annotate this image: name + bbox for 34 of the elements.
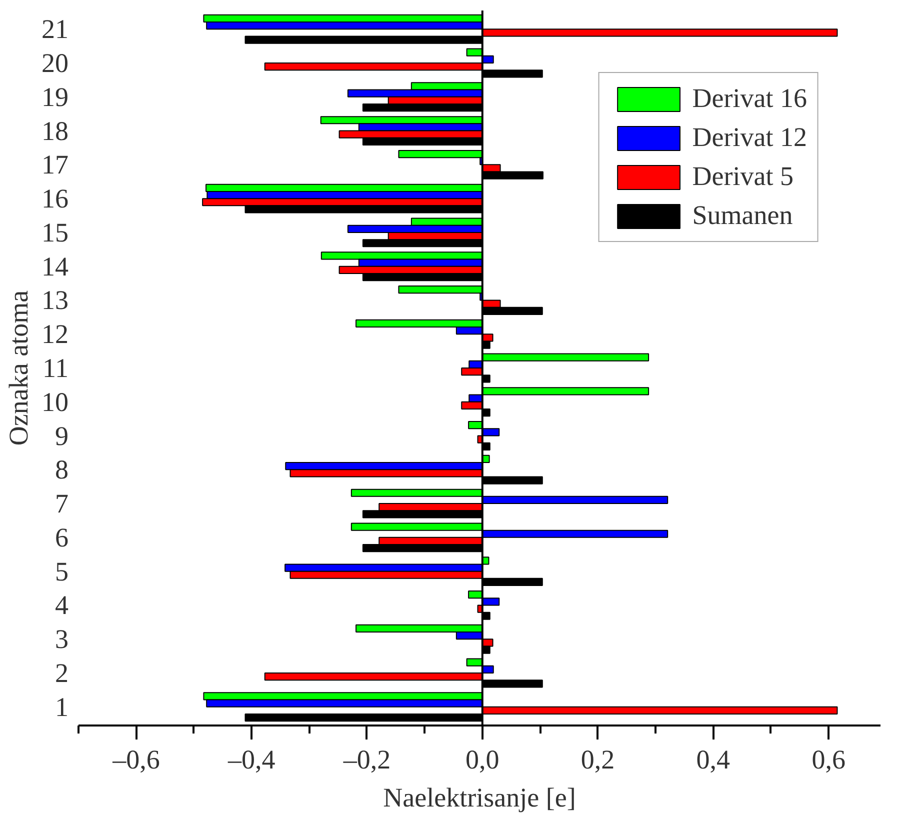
y-tick-label: 9 xyxy=(55,420,68,451)
y-axis-title: Oznaka atoma xyxy=(4,290,34,446)
y-tick-label: 11 xyxy=(42,353,68,383)
y-tick-label: 18 xyxy=(42,116,68,146)
legend-label: Derivat 12 xyxy=(692,122,807,153)
y-tick-label: 15 xyxy=(42,217,68,248)
y-tick-label: 7 xyxy=(55,488,68,519)
y-tick-label: 14 xyxy=(42,251,69,282)
y-tick-label: 6 xyxy=(55,522,68,552)
x-tick-label: 0,2 xyxy=(580,744,615,774)
x-tick-label: 0,6 xyxy=(812,744,846,774)
legend-label: Sumanen xyxy=(692,200,793,231)
y-tick-label: 2 xyxy=(55,658,68,688)
x-axis-title: Naelektrisanje [e] xyxy=(383,782,576,812)
x-tick-label: –0,2 xyxy=(342,744,391,774)
y-tick-label: 5 xyxy=(55,556,68,586)
x-tick-label: –0,4 xyxy=(226,744,276,774)
legend-label: Derivat 5 xyxy=(692,161,794,192)
x-tick-label: 0,4 xyxy=(696,744,731,774)
y-tick-label: 1 xyxy=(55,692,68,722)
legend-label: Derivat 16 xyxy=(692,83,807,114)
y-tick-label: 12 xyxy=(42,319,68,350)
y-tick-label: 13 xyxy=(42,285,68,316)
y-tick-label: 16 xyxy=(42,184,68,214)
y-tick-label: 8 xyxy=(55,454,68,485)
y-tick-label: 19 xyxy=(42,82,68,112)
y-tick-label: 17 xyxy=(42,150,68,180)
x-tick-label: –0,6 xyxy=(112,744,160,774)
x-tick-label: 0,0 xyxy=(466,744,500,774)
y-tick-label: 20 xyxy=(42,48,68,78)
y-tick-label: 4 xyxy=(55,590,69,620)
y-tick-label: 21 xyxy=(42,14,68,44)
y-tick-label: 10 xyxy=(42,386,68,417)
y-tick-label: 3 xyxy=(55,624,68,654)
